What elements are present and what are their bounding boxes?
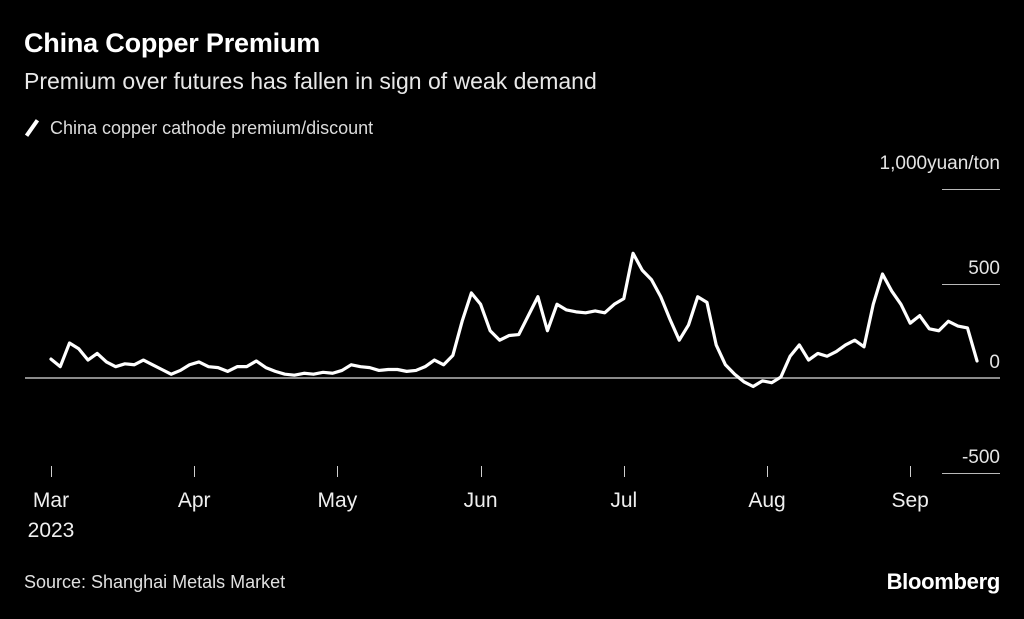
y-axis-rule-500 <box>942 283 1000 285</box>
x-axis-tick-apr <box>194 466 196 477</box>
chart-legend: China copper cathode premium/discount <box>24 117 373 139</box>
legend-series-label: China copper cathode premium/discount <box>50 117 374 138</box>
page-subtitle: Premium over futures has fallen in sign … <box>24 68 597 94</box>
y-axis-unit-label: 1,000yuan/ton <box>879 153 1000 174</box>
x-axis-tick-may <box>337 466 339 477</box>
x-axis-label-mar: Mar <box>32 489 70 512</box>
x-axis-label-apr: Apr <box>177 489 211 512</box>
page-title: China Copper Premium <box>24 28 321 58</box>
slash-line-icon <box>24 119 40 137</box>
source-note: Source: Shanghai Metals Market <box>24 572 286 592</box>
x-axis-year-label: 2023 <box>27 519 75 542</box>
x-axis-tick-jun <box>480 466 482 477</box>
x-axis-label-aug: Aug <box>748 489 786 512</box>
x-axis-tick-sep <box>910 466 912 477</box>
y-axis-rule-minus500 <box>942 472 1000 474</box>
x-axis-tick-jul <box>623 466 625 477</box>
x-axis-tick-aug <box>767 466 768 477</box>
x-axis-label-jul: Jul <box>610 489 638 512</box>
x-axis-label-jun: Jun <box>463 489 498 512</box>
x-axis-label-may: May <box>317 489 358 512</box>
y-axis-label-0: 0 <box>989 352 1000 373</box>
x-axis-tick-mar <box>51 466 52 477</box>
series-line-premium <box>49 251 979 389</box>
y-axis-rule-1000 <box>942 189 1000 190</box>
x-axis-label-sep: Sep <box>891 489 929 512</box>
y-axis-label-minus500: -500 <box>961 446 1000 468</box>
bloomberg-logo: Bloomberg <box>886 569 1001 594</box>
y-axis-label-500: 500 <box>968 257 1000 279</box>
